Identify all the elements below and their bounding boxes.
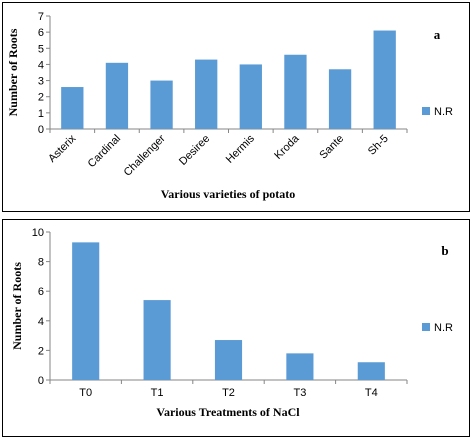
- bar-t1: [143, 300, 171, 380]
- y-tick-label: 10: [32, 227, 44, 239]
- legend-swatch: [422, 323, 430, 331]
- x-tick-label: T1: [151, 387, 164, 399]
- y-tick-label: 6: [38, 27, 44, 39]
- x-tick-label: Asterix: [46, 132, 79, 165]
- x-tick-label: T4: [365, 387, 378, 399]
- y-tick-label: 6: [38, 286, 44, 298]
- bar-asterix: [61, 87, 84, 129]
- y-axis-title: Number of Roots: [6, 28, 20, 116]
- y-tick-label: 3: [38, 76, 44, 88]
- x-tick-label: Sante: [317, 133, 346, 162]
- x-tick-label: T0: [79, 387, 92, 399]
- y-tick-label: 4: [38, 316, 44, 328]
- panel-letter: a: [434, 27, 441, 42]
- y-tick-label: 0: [38, 124, 44, 136]
- y-tick-label: 4: [38, 59, 44, 71]
- x-tick-label: T3: [293, 387, 306, 399]
- panel-letter: b: [441, 243, 448, 258]
- bar-challenger: [150, 80, 173, 129]
- chart-panel-a: 0 1 2 3 4 5 6 7 Asterix Cardinal Challenger Desiree…: [2, 2, 470, 212]
- legend-label: N.R: [434, 322, 453, 334]
- y-axis-title: Number of Roots: [10, 262, 24, 350]
- legend-swatch: [422, 107, 430, 115]
- bar-t3: [286, 353, 314, 380]
- x-tick-label: Desiree: [177, 133, 212, 168]
- bar-hermis: [239, 64, 262, 129]
- bar-sh-5: [373, 30, 396, 129]
- y-tick-label: 2: [38, 92, 44, 104]
- bar-t2: [214, 340, 243, 380]
- x-tick-label: Challenger: [122, 132, 168, 178]
- x-axis-title: Various varieties of potato: [161, 187, 296, 201]
- chart-panel-b: 0 2 4 6 8 10 T0 T1 T2 T3 T4 Various Treatments of N…: [2, 219, 470, 437]
- bar-cardinal: [105, 62, 129, 129]
- y-tick-label: 2: [38, 345, 44, 357]
- x-tick-label: Kroda: [272, 132, 302, 162]
- legend-label: N.R: [434, 106, 453, 118]
- x-tick-label: Sh-5: [366, 133, 391, 158]
- y-tick-label: 8: [38, 257, 44, 269]
- y-tick-label: 0: [38, 375, 44, 387]
- x-tick-label: T2: [222, 387, 235, 399]
- bar-desiree: [195, 59, 218, 130]
- chart-b-svg: 0 2 4 6 8 10 T0 T1 T2 T3 T4 Various Treatments of N…: [10, 227, 453, 419]
- x-tick-label: Cardinal: [86, 133, 123, 170]
- bar-sante: [328, 69, 352, 129]
- y-tick-label: 1: [38, 108, 44, 120]
- bar-t0: [72, 242, 100, 380]
- y-tick-label: 5: [38, 43, 44, 55]
- bar-t4: [357, 362, 385, 380]
- x-axis-title: Various Treatments of NaCl: [156, 405, 300, 419]
- y-tick-label: 7: [38, 11, 44, 23]
- bar-kroda: [284, 54, 307, 129]
- x-tick-label: Hermis: [224, 132, 257, 165]
